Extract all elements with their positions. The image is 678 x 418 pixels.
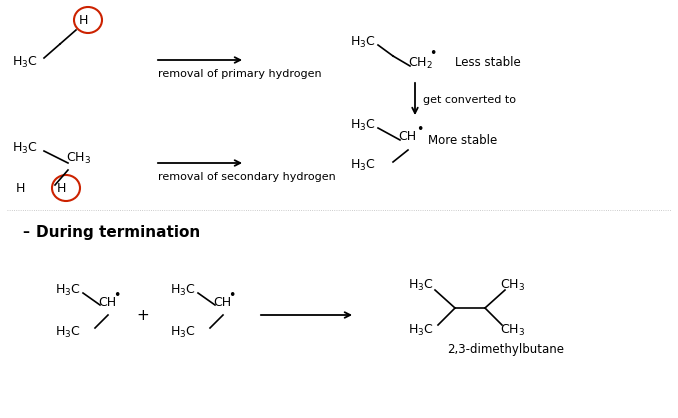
- Text: H: H: [56, 181, 66, 194]
- Text: H$_3$C: H$_3$C: [55, 324, 81, 339]
- Text: Less stable: Less stable: [455, 56, 521, 69]
- Text: H: H: [16, 181, 25, 194]
- Text: removal of secondary hydrogen: removal of secondary hydrogen: [158, 172, 336, 182]
- Text: CH$_2$: CH$_2$: [408, 56, 433, 71]
- Text: H$_3$C: H$_3$C: [350, 34, 376, 50]
- Text: CH$_3$: CH$_3$: [66, 150, 91, 166]
- Text: +: +: [137, 308, 149, 323]
- Text: H$_3$C: H$_3$C: [170, 324, 195, 339]
- Text: •: •: [429, 48, 437, 61]
- Text: H$_3$C: H$_3$C: [170, 283, 195, 298]
- Text: •: •: [228, 288, 235, 301]
- Text: CH$_3$: CH$_3$: [500, 278, 525, 293]
- Text: –: –: [22, 225, 29, 239]
- Text: CH: CH: [98, 296, 116, 308]
- Text: H: H: [79, 15, 87, 28]
- Text: removal of primary hydrogen: removal of primary hydrogen: [158, 69, 321, 79]
- Text: H$_3$C: H$_3$C: [408, 322, 433, 338]
- Text: 2,3-dimethylbutane: 2,3-dimethylbutane: [447, 344, 564, 357]
- Text: H$_3$C: H$_3$C: [12, 54, 37, 69]
- Text: H$_3$C: H$_3$C: [55, 283, 81, 298]
- Text: •: •: [113, 288, 121, 301]
- Text: CH: CH: [398, 130, 416, 143]
- Text: During termination: During termination: [36, 224, 200, 240]
- Text: H$_3$C: H$_3$C: [350, 117, 376, 133]
- Text: •: •: [416, 123, 423, 137]
- Text: More stable: More stable: [428, 133, 497, 146]
- Text: CH$_3$: CH$_3$: [500, 322, 525, 338]
- Text: H$_3$C: H$_3$C: [12, 140, 37, 155]
- Text: H$_3$C: H$_3$C: [350, 158, 376, 173]
- Text: H$_3$C: H$_3$C: [408, 278, 433, 293]
- Text: CH: CH: [213, 296, 231, 308]
- Text: get converted to: get converted to: [423, 95, 516, 105]
